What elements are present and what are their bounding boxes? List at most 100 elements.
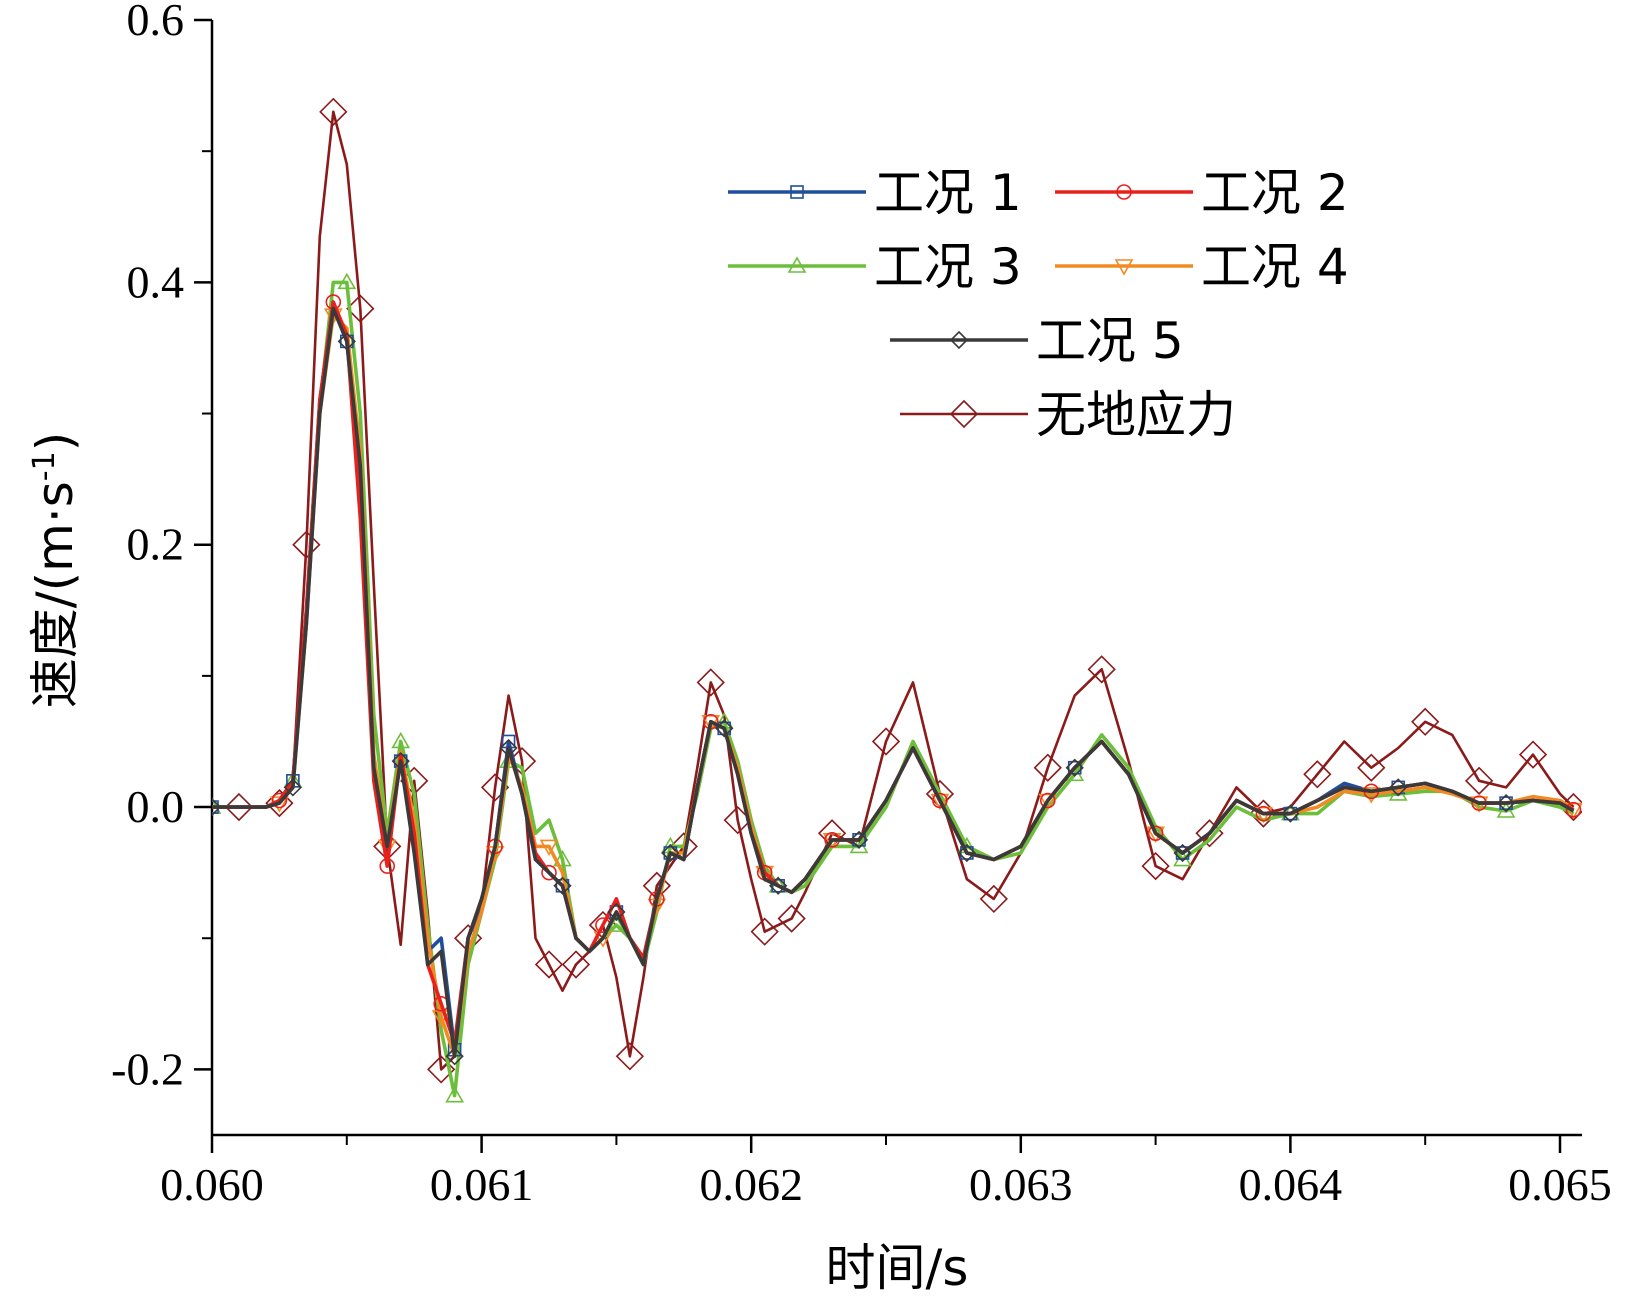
data-point-diamond-large <box>949 399 979 429</box>
data-point-diamond <box>769 876 788 895</box>
data-point-diamond-large <box>292 530 321 559</box>
data-point-diamond-large <box>871 727 901 756</box>
data-point-circle <box>541 864 557 881</box>
data-point-circle <box>379 858 396 874</box>
data-point-diamond-large <box>224 792 254 822</box>
data-point-triangle-down <box>1361 787 1381 804</box>
data-point-circle <box>932 792 948 809</box>
data-point-square <box>790 185 804 199</box>
data-point-diamond <box>607 902 626 922</box>
axes: -0.2 0.0 0.2 0.4 0.6 0.060 0.061 0.062 0.063 0.06… <box>111 0 1612 1210</box>
y-axis-title-close: ) <box>26 432 84 452</box>
data-point-triangle <box>445 1086 465 1103</box>
legend-item-5: 工况 5 <box>890 312 1184 370</box>
data-point-diamond-large <box>1464 766 1494 795</box>
x-tick-label: 0.065 <box>1508 1159 1612 1210</box>
data-point-diamond <box>445 1047 464 1066</box>
y-tick-label: -0.2 <box>111 1043 184 1094</box>
data-point-circle <box>271 792 288 809</box>
series-line <box>212 300 1575 1052</box>
series-line <box>212 300 1575 1045</box>
legend-item-4: 工况 4 <box>1055 238 1349 296</box>
data-point-diamond <box>715 719 734 738</box>
data-point-circle <box>1116 184 1132 200</box>
series-layer <box>212 97 1582 1103</box>
data-point-diamond-large <box>561 950 591 979</box>
data-point-diamond-large <box>1033 753 1062 782</box>
data-point-diamond-large <box>1357 753 1386 782</box>
data-point-diamond <box>1173 843 1192 863</box>
data-point-diamond-large <box>777 904 806 933</box>
data-point-diamond <box>212 797 222 817</box>
legend-label: 工况 5 <box>1036 312 1184 370</box>
legend-item-6: 无地应力 <box>900 386 1236 444</box>
legend-item-1: 工况 1 <box>728 164 1022 222</box>
data-point-diamond-large <box>1411 707 1440 736</box>
series-5 <box>212 306 1575 1066</box>
legend-item-3: 工况 3 <box>728 238 1022 296</box>
data-point-triangle <box>1496 801 1516 818</box>
y-axis-title-main: 速度/(m·s <box>26 481 84 708</box>
data-point-diamond <box>949 330 969 350</box>
x-tick-label: 0.062 <box>699 1159 803 1210</box>
x-tick-label: 0.060 <box>160 1159 264 1210</box>
data-point-circle <box>1039 792 1056 809</box>
series-2 <box>212 294 1582 1045</box>
data-point-diamond-large <box>979 884 1008 914</box>
x-tick-label: 0.061 <box>430 1159 534 1210</box>
legend-label: 工况 3 <box>874 238 1022 296</box>
data-point-circle <box>1147 825 1164 842</box>
data-point-triangle <box>391 731 411 749</box>
data-point-diamond-large <box>1087 655 1116 684</box>
data-point-diamond-large <box>1141 851 1170 881</box>
data-point-diamond <box>499 738 518 758</box>
data-point-diamond <box>1065 758 1084 777</box>
data-point-triangle <box>337 272 357 290</box>
data-point-triangle <box>553 849 572 867</box>
x-tick-label: 0.064 <box>1239 1159 1343 1210</box>
data-point-diamond <box>1496 793 1516 813</box>
data-point-square <box>1175 846 1190 860</box>
y-axis-title: 速度/(m·s-1) <box>26 432 84 708</box>
data-point-diamond-large <box>750 917 779 946</box>
series-1 <box>212 300 1575 1057</box>
data-point-diamond <box>337 332 356 351</box>
y-tick-label: 0.0 <box>127 781 185 832</box>
legend-label: 工况 2 <box>1201 164 1349 222</box>
y-tick-label: 0.6 <box>127 0 185 45</box>
data-point-diamond <box>661 843 680 863</box>
series-line <box>212 280 1575 1098</box>
data-point-diamond-large <box>1303 760 1332 789</box>
data-point-triangle-down <box>930 793 950 811</box>
legend-label: 工况 4 <box>1201 238 1349 296</box>
data-point-diamond <box>283 778 303 797</box>
series-line <box>212 306 1575 1059</box>
data-point-diamond <box>957 843 977 863</box>
data-point-square <box>771 878 785 893</box>
y-tick-label: 0.2 <box>127 519 185 570</box>
data-point-triangle-down <box>755 865 775 883</box>
data-point-circle <box>1565 801 1582 818</box>
data-point-triangle <box>787 256 807 273</box>
data-point-diamond <box>1389 778 1408 797</box>
data-point-diamond-large <box>346 294 375 323</box>
legend-label: 无地应力 <box>1036 386 1236 444</box>
series-4 <box>212 308 1582 1059</box>
y-axis-title-sup: -1 <box>27 451 62 481</box>
series-line <box>212 313 1575 1059</box>
y-tick-label: 0.4 <box>127 256 185 307</box>
legend-label: 工况 1 <box>874 164 1022 222</box>
data-point-diamond-large <box>534 950 564 979</box>
data-point-diamond-large <box>696 668 725 697</box>
x-axis-title: 时间/s <box>826 1239 969 1297</box>
legend-item-2: 工况 2 <box>1055 164 1349 222</box>
x-tick-label: 0.063 <box>969 1159 1073 1210</box>
data-point-triangle-down <box>539 839 559 857</box>
series-3 <box>212 272 1575 1103</box>
data-point-diamond <box>1281 804 1300 823</box>
data-point-diamond <box>553 876 572 895</box>
data-point-diamond-large <box>319 97 348 126</box>
data-point-diamond-large <box>1518 740 1548 769</box>
data-point-square <box>1067 760 1082 775</box>
